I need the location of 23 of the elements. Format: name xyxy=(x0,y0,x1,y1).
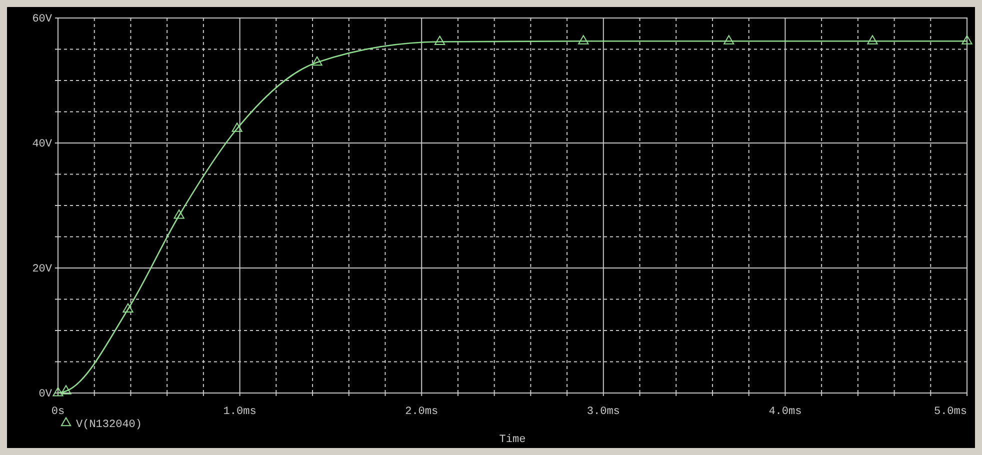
point xyxy=(174,209,184,219)
point xyxy=(312,56,322,66)
x-tick-label: 2.0ms xyxy=(405,406,438,418)
point xyxy=(60,385,72,394)
point xyxy=(52,386,64,396)
x-tick-label: 1.0ms xyxy=(223,406,256,418)
point xyxy=(232,122,242,132)
legend-label: V(N132040) xyxy=(76,419,142,431)
x-tick-label: 5.0ms xyxy=(934,406,967,418)
point xyxy=(122,303,134,313)
y-tick-label: 40V xyxy=(32,138,52,151)
y-tick-label: 0V xyxy=(38,388,52,401)
y-tick-label: 60V xyxy=(32,14,52,26)
point xyxy=(962,35,972,44)
point xyxy=(578,35,589,44)
x-tick-label: 3.0ms xyxy=(586,406,620,418)
point xyxy=(724,35,734,44)
point xyxy=(434,36,446,46)
y-tick-label: 20V xyxy=(32,264,52,276)
x-tick-label: 4.0ms xyxy=(768,406,802,418)
x-tick-label: 0s xyxy=(51,406,65,418)
point xyxy=(867,35,878,44)
x-axis-title: Time xyxy=(499,434,526,446)
